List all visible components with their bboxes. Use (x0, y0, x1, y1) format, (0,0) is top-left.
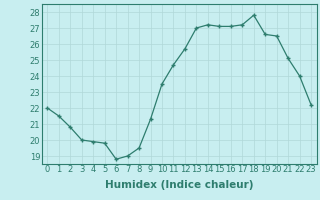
X-axis label: Humidex (Indice chaleur): Humidex (Indice chaleur) (105, 180, 253, 190)
